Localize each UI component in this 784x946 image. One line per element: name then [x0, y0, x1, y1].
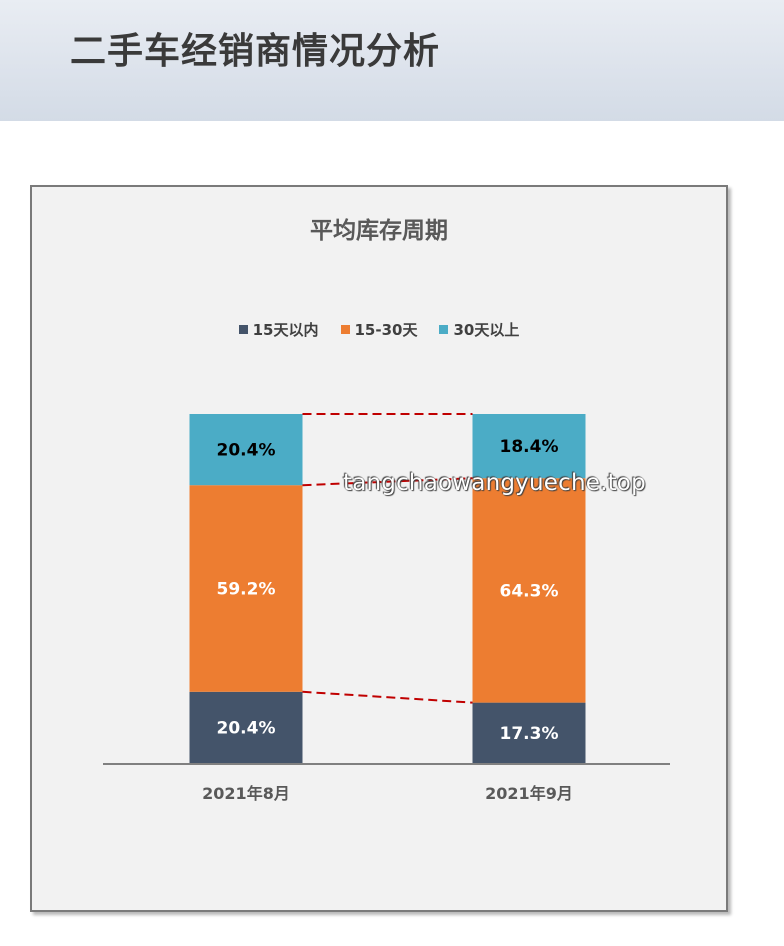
chart-panel: 平均库存周期 15天以内 15-30天 30天以上 20.4% 59.2% 20.4…	[30, 185, 728, 912]
legend-swatch	[439, 325, 449, 334]
chart-title: 平均库存周期	[310, 218, 448, 244]
header-banner: 二手车经销商情况分析	[0, 0, 784, 121]
data-label: 59.2%	[217, 580, 276, 600]
legend-swatch	[340, 325, 350, 334]
x-tick-label: 2021年8月	[202, 784, 290, 803]
series-line	[302, 477, 473, 487]
bar-segment	[189, 691, 303, 763]
data-label: 17.3%	[500, 724, 559, 744]
chart-legend: 15天以内 15-30天 30天以上	[32, 319, 726, 340]
data-label: 20.4%	[217, 441, 276, 461]
stacked-bar-chart: 20.4% 59.2% 20.4% 2021年8月 17.3% 64.3% 18.4% 202…	[103, 413, 670, 803]
legend-item-within-15-days: 15天以内	[238, 319, 319, 340]
x-tick-label: 2021年9月	[485, 784, 573, 803]
bar-segment	[189, 414, 303, 486]
bar-segment	[189, 485, 303, 692]
data-label: 20.4%	[217, 718, 276, 738]
legend-swatch	[238, 325, 248, 334]
bar-segment	[472, 478, 586, 703]
watermark-text: tangchaowangyueche.top	[343, 470, 646, 496]
page-title: 二手车经销商情况分析	[70, 31, 441, 72]
legend-label: 30天以上	[453, 321, 520, 339]
legend-item-over-30-days: 30天以上	[439, 319, 519, 340]
bar-segment	[472, 414, 586, 479]
data-label: 64.3%	[500, 581, 559, 601]
series-line	[302, 690, 473, 704]
legend-label: 15-30天	[354, 321, 418, 339]
legend-label: 15天以内	[252, 321, 319, 339]
legend-item-15-30-days: 15-30天	[340, 319, 418, 340]
bar-segment	[472, 702, 586, 763]
data-label: 18.4%	[500, 437, 559, 457]
